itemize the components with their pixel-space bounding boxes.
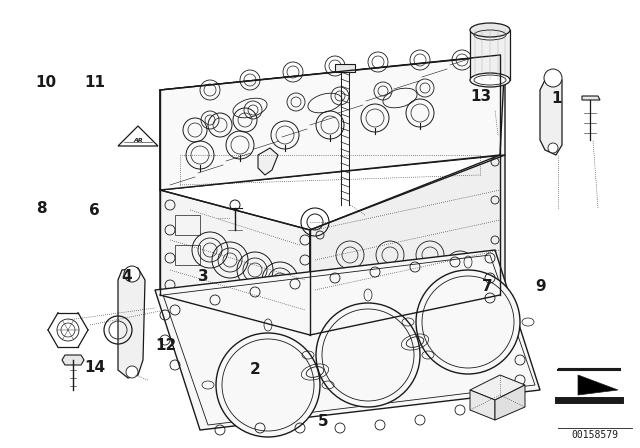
Circle shape	[216, 333, 320, 437]
Polygon shape	[578, 375, 618, 395]
Text: 14: 14	[84, 360, 106, 375]
Text: 2: 2	[250, 362, 260, 377]
Polygon shape	[470, 30, 510, 80]
Text: 12: 12	[156, 338, 177, 353]
Text: AR: AR	[133, 138, 143, 142]
Text: 00158579: 00158579	[572, 430, 618, 440]
Polygon shape	[155, 250, 540, 430]
Text: 3: 3	[198, 269, 209, 284]
Circle shape	[548, 143, 558, 153]
Ellipse shape	[470, 73, 510, 87]
Circle shape	[416, 270, 520, 374]
Polygon shape	[540, 70, 562, 155]
Polygon shape	[160, 190, 310, 335]
Polygon shape	[160, 55, 505, 190]
Polygon shape	[582, 96, 600, 100]
Polygon shape	[470, 375, 525, 400]
Circle shape	[316, 303, 420, 407]
Ellipse shape	[470, 23, 510, 37]
Polygon shape	[258, 148, 278, 175]
Circle shape	[124, 266, 140, 282]
Polygon shape	[310, 155, 505, 335]
Text: 9: 9	[536, 279, 546, 294]
Polygon shape	[160, 55, 505, 190]
Circle shape	[126, 366, 138, 378]
Text: 5: 5	[318, 414, 328, 429]
Polygon shape	[470, 390, 495, 420]
Text: 7: 7	[483, 279, 493, 294]
Text: 1: 1	[552, 91, 562, 106]
Polygon shape	[62, 355, 84, 365]
Text: 6: 6	[90, 203, 100, 218]
Text: 11: 11	[84, 75, 105, 90]
Text: 8: 8	[36, 201, 47, 216]
Text: 13: 13	[470, 89, 492, 104]
Circle shape	[544, 69, 562, 87]
Text: 10: 10	[35, 75, 57, 90]
Polygon shape	[118, 268, 145, 378]
Text: 4: 4	[122, 269, 132, 284]
Polygon shape	[495, 385, 525, 420]
Polygon shape	[335, 64, 355, 72]
